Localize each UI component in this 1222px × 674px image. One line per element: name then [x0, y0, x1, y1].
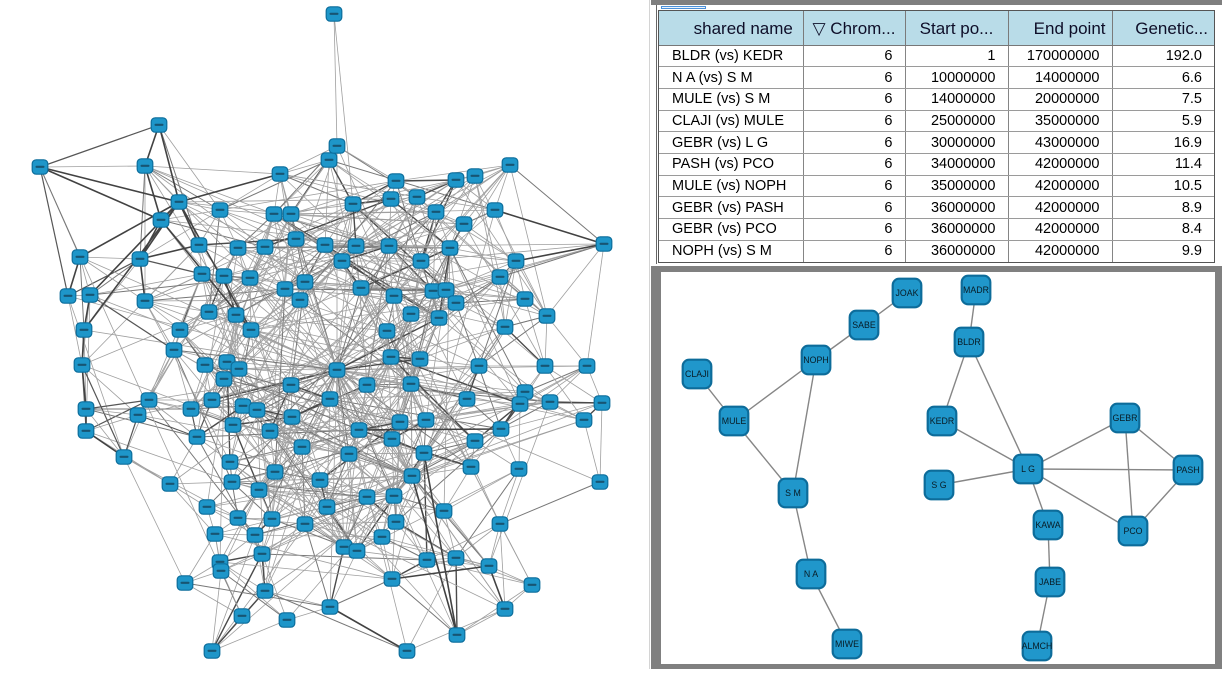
svg-text:BLDR: BLDR: [957, 337, 980, 347]
svg-text:ALMCH: ALMCH: [1022, 641, 1053, 651]
svg-text:JOAK: JOAK: [896, 288, 919, 298]
svg-text:L G: L G: [1021, 464, 1035, 474]
svg-text:KEDR: KEDR: [930, 416, 954, 426]
svg-text:JABE: JABE: [1039, 577, 1061, 587]
svg-text:N A: N A: [804, 569, 818, 579]
svg-text:MIWE: MIWE: [835, 639, 859, 649]
svg-text:GEBR: GEBR: [1113, 413, 1138, 423]
svg-text:NOPH: NOPH: [803, 355, 828, 365]
svg-text:PCO: PCO: [1123, 526, 1142, 536]
svg-text:PASH: PASH: [1176, 465, 1199, 475]
svg-text:MULE: MULE: [722, 416, 747, 426]
svg-text:S M: S M: [785, 488, 801, 498]
svg-text:CLAJI: CLAJI: [685, 369, 709, 379]
svg-text:S G: S G: [931, 480, 946, 490]
svg-text:SABE: SABE: [852, 320, 876, 330]
svg-text:KAWA: KAWA: [1035, 520, 1060, 530]
svg-text:MADR: MADR: [963, 285, 989, 295]
